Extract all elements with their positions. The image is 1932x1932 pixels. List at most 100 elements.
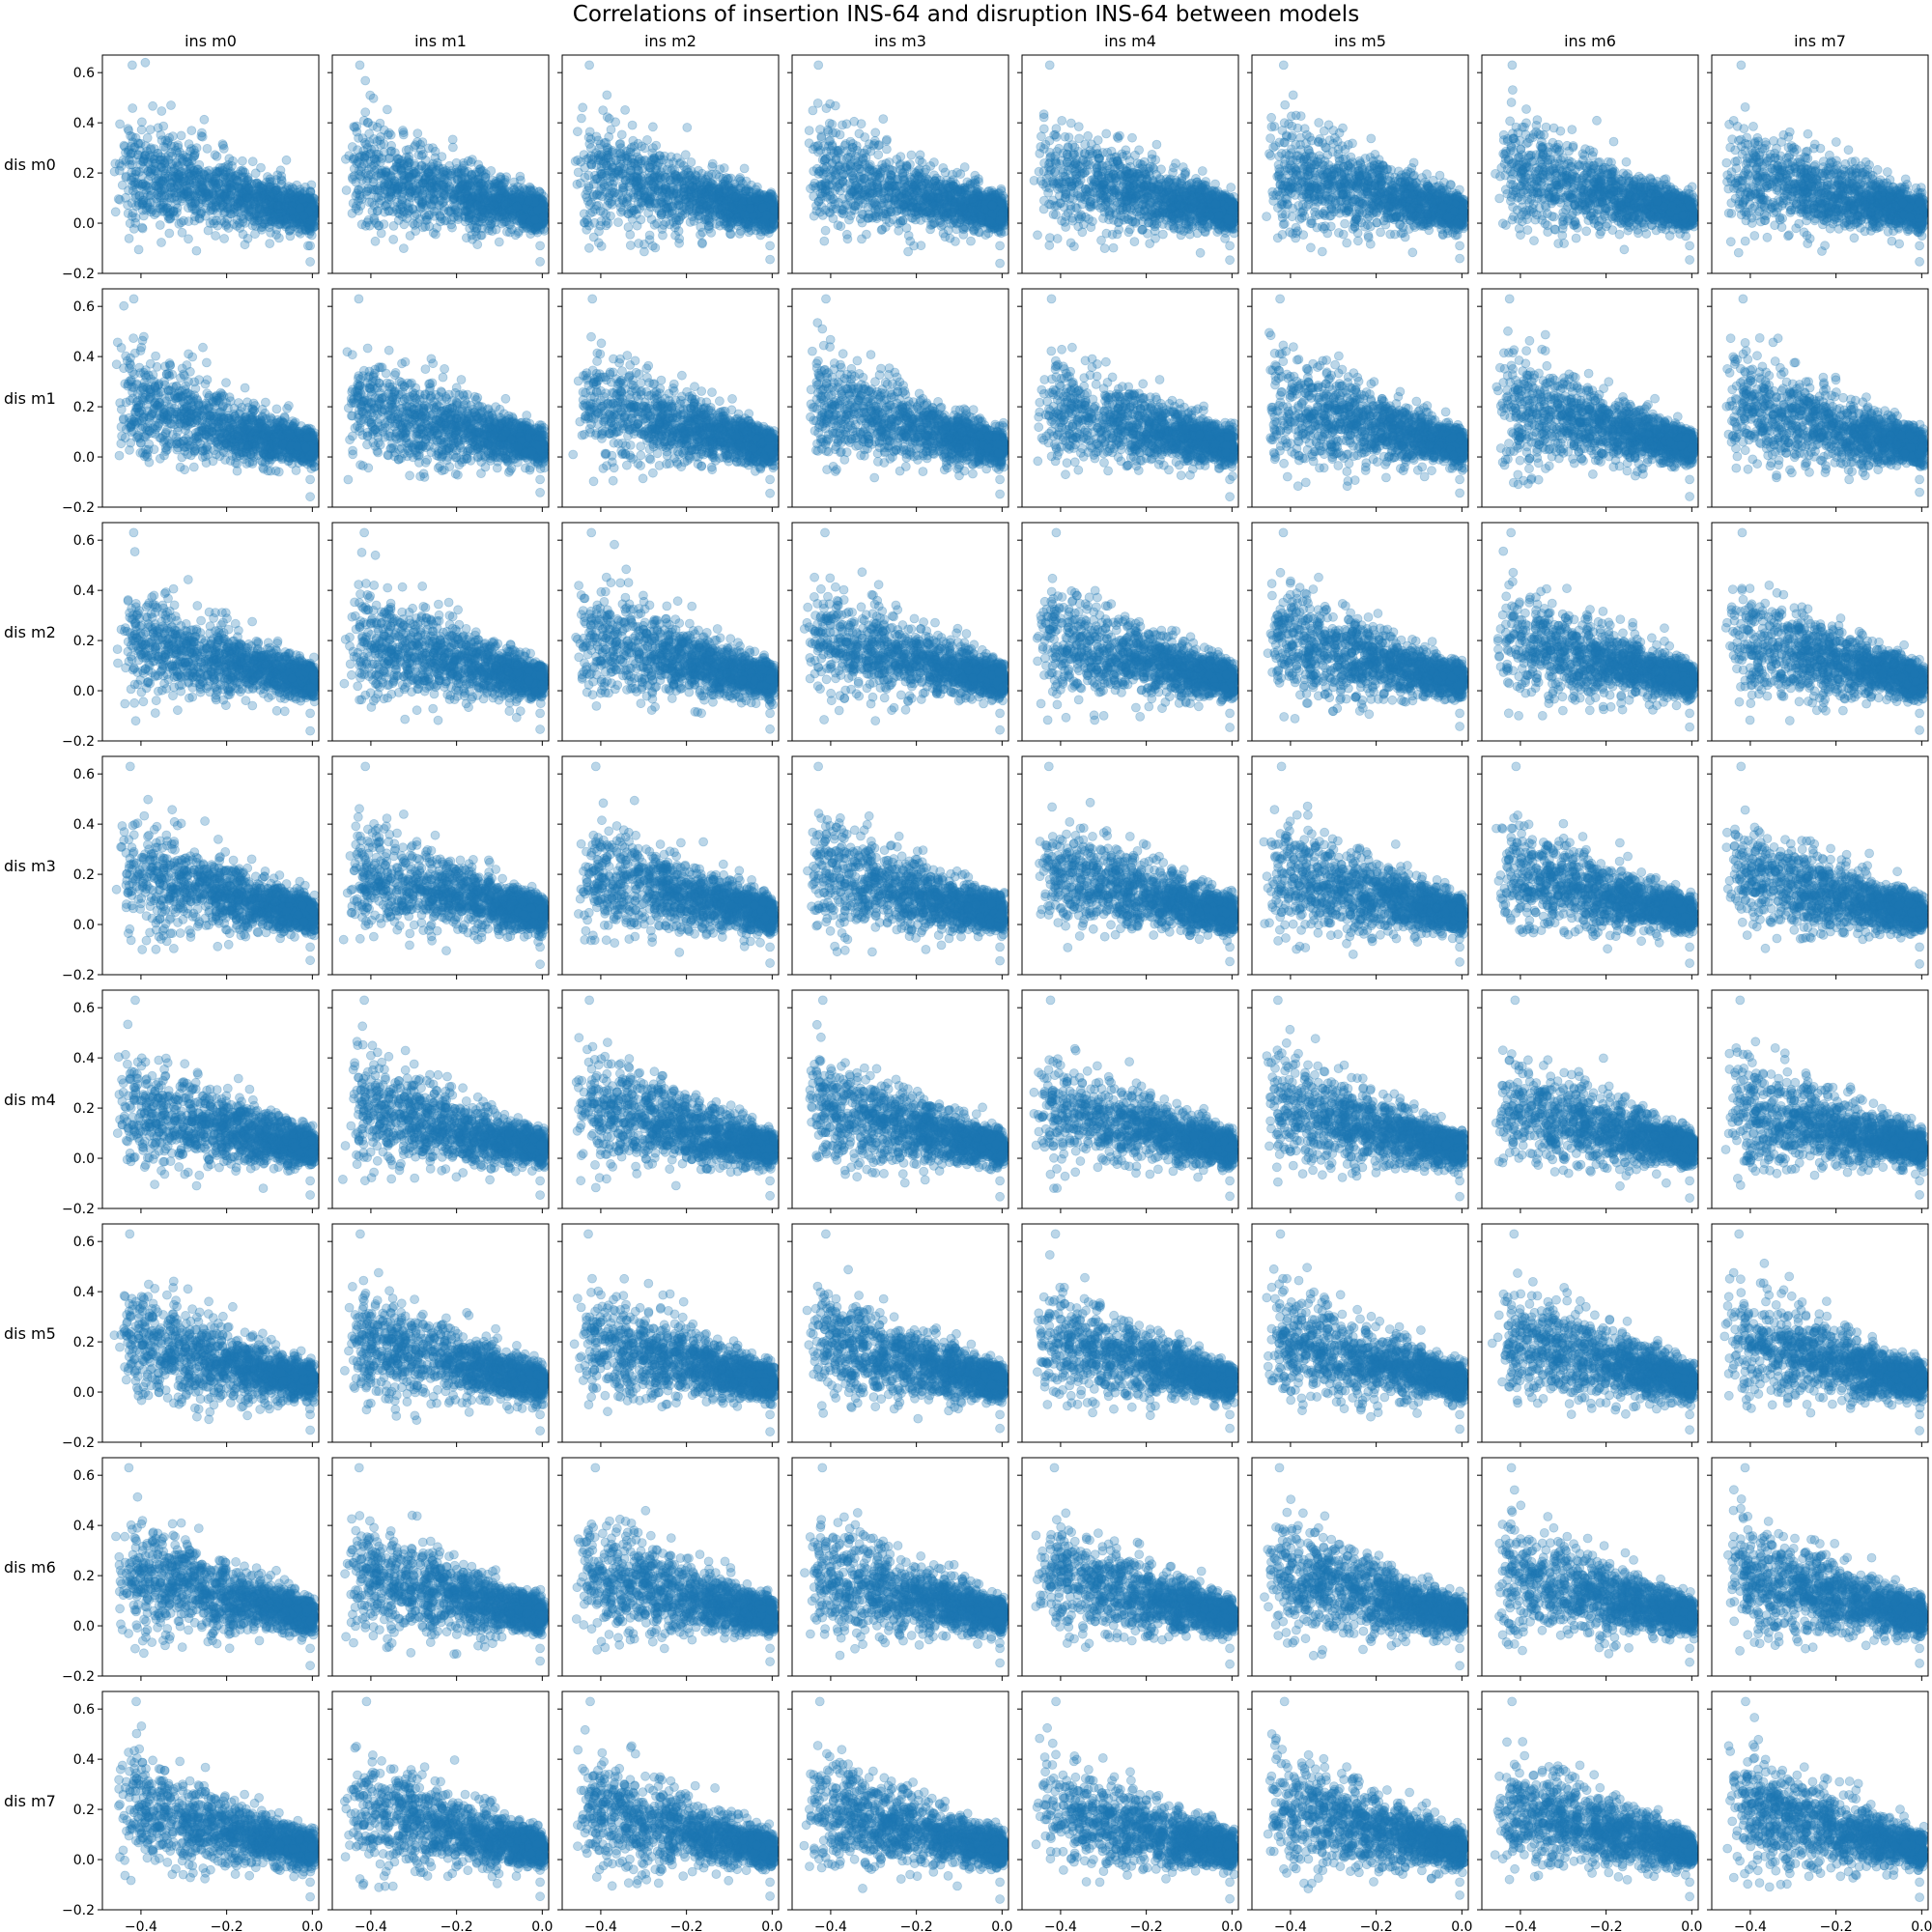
data-point [421, 156, 430, 165]
data-point [660, 152, 668, 160]
data-point [355, 61, 364, 70]
data-point [355, 207, 363, 215]
data-point [589, 190, 598, 199]
data-point [242, 177, 251, 185]
data-point [573, 128, 582, 136]
data-point [367, 185, 376, 193]
data-point [626, 230, 635, 239]
data-point [240, 188, 248, 197]
data-point [645, 236, 654, 244]
data-point [608, 161, 616, 170]
data-point [380, 126, 388, 134]
data-point [681, 151, 690, 159]
data-point [687, 157, 696, 166]
data-point [637, 215, 645, 224]
data-point [766, 242, 775, 250]
scatter-panel [787, 55, 1009, 278]
data-point [361, 108, 370, 117]
data-point [220, 209, 229, 217]
row-label: dis m6 [4, 1558, 56, 1577]
data-point [200, 115, 209, 124]
data-point [967, 237, 976, 245]
data-point [496, 173, 504, 182]
data-point [393, 183, 402, 191]
data-point [111, 208, 120, 216]
data-point [752, 226, 760, 235]
data-point [492, 225, 500, 234]
data-point [597, 217, 606, 226]
data-point [212, 232, 220, 241]
data-point [402, 199, 411, 208]
data-point [141, 58, 150, 67]
data-point [632, 185, 640, 194]
data-point [439, 198, 447, 207]
data-point [428, 185, 437, 194]
data-point [513, 202, 522, 211]
data-point [438, 181, 446, 189]
data-point [242, 210, 250, 218]
data-point [448, 135, 457, 144]
row-label: dis m0 [4, 156, 56, 174]
data-point [159, 164, 168, 173]
data-point [371, 237, 380, 245]
y-tick-label: 0.6 [73, 66, 95, 81]
data-point [189, 153, 198, 161]
data-point [350, 123, 358, 131]
panels: −0.20.00.20.40.6−0.20.00.20.40.6−0.20.00… [62, 55, 1932, 1932]
data-point [167, 101, 176, 110]
data-point [584, 171, 593, 180]
data-point [212, 167, 220, 176]
data-point [205, 174, 213, 183]
data-point [536, 257, 545, 266]
data-point [418, 138, 427, 147]
data-point [469, 215, 477, 224]
data-point [267, 209, 275, 217]
data-point [605, 132, 613, 141]
data-point [190, 166, 199, 175]
column-label: ins m4 [1104, 32, 1156, 50]
data-point [389, 221, 398, 230]
data-point [599, 179, 608, 187]
data-point [456, 196, 465, 205]
data-point [525, 196, 533, 205]
data-point [486, 181, 495, 189]
data-point [536, 242, 545, 250]
data-point [708, 159, 717, 168]
data-point [131, 218, 140, 227]
data-point [139, 199, 148, 208]
data-point [257, 223, 266, 232]
data-point [287, 207, 296, 215]
data-point [414, 172, 423, 181]
data-point [658, 225, 667, 234]
data-point [224, 224, 233, 233]
data-point [203, 144, 212, 153]
data-point [290, 222, 298, 231]
row-label: dis m1 [4, 389, 56, 408]
data-point [650, 156, 659, 164]
data-point [383, 105, 391, 114]
data-point [740, 211, 749, 219]
data-point [212, 204, 220, 213]
data-point [603, 151, 611, 159]
data-point [405, 182, 413, 190]
data-point [736, 177, 745, 185]
data-point [404, 155, 412, 163]
data-point [306, 258, 315, 267]
data-point [378, 169, 386, 178]
data-point [116, 120, 125, 128]
data-point [402, 146, 411, 155]
data-point [158, 203, 167, 212]
data-point [357, 176, 366, 185]
data-point [680, 181, 689, 189]
data-point [139, 190, 148, 199]
y-tick-label: 0.2 [73, 166, 95, 182]
data-point [585, 61, 594, 70]
data-point [594, 239, 603, 247]
data-point [650, 184, 659, 192]
data-point [659, 172, 668, 181]
data-point [822, 104, 831, 113]
data-point [444, 207, 453, 215]
data-point [266, 240, 274, 248]
data-point [503, 198, 512, 207]
